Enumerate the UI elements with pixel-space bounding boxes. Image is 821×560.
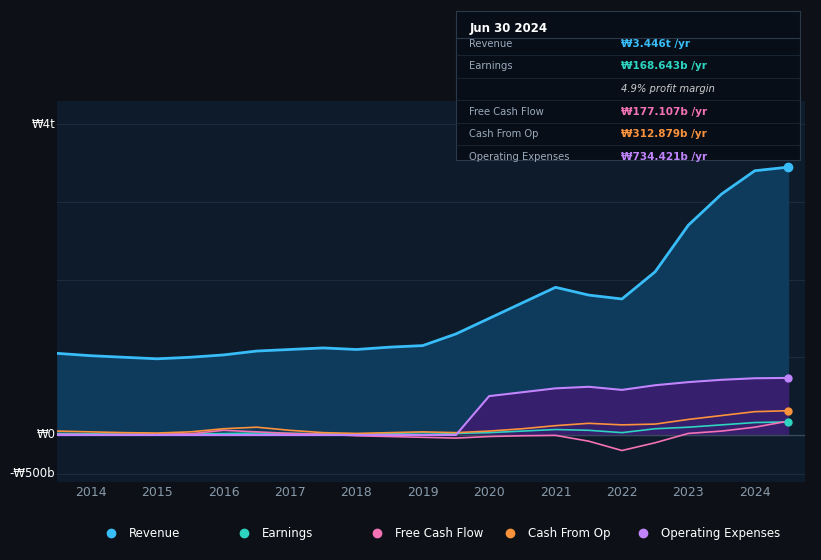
Text: ₩312.879b /yr: ₩312.879b /yr [621,129,707,139]
Text: ₩734.421b /yr: ₩734.421b /yr [621,152,708,162]
Text: ₩177.107b /yr: ₩177.107b /yr [621,106,708,116]
Text: Free Cash Flow: Free Cash Flow [395,527,484,540]
Text: Earnings: Earnings [470,62,513,72]
Text: Cash From Op: Cash From Op [470,129,539,139]
Text: Cash From Op: Cash From Op [528,527,611,540]
Text: Revenue: Revenue [129,527,181,540]
Text: ₩168.643b /yr: ₩168.643b /yr [621,62,707,72]
Text: Free Cash Flow: Free Cash Flow [470,106,544,116]
Text: -₩500b: -₩500b [10,468,55,480]
Text: Revenue: Revenue [470,39,513,49]
Text: Jun 30 2024: Jun 30 2024 [470,22,548,35]
Text: 4.9% profit margin: 4.9% profit margin [621,84,715,94]
Text: ₩0: ₩0 [36,428,55,441]
Text: ₩4t: ₩4t [31,118,55,130]
Text: Earnings: Earnings [262,527,314,540]
Text: Operating Expenses: Operating Expenses [661,527,780,540]
Text: ₩3.446t /yr: ₩3.446t /yr [621,39,690,49]
Text: Operating Expenses: Operating Expenses [470,152,570,162]
